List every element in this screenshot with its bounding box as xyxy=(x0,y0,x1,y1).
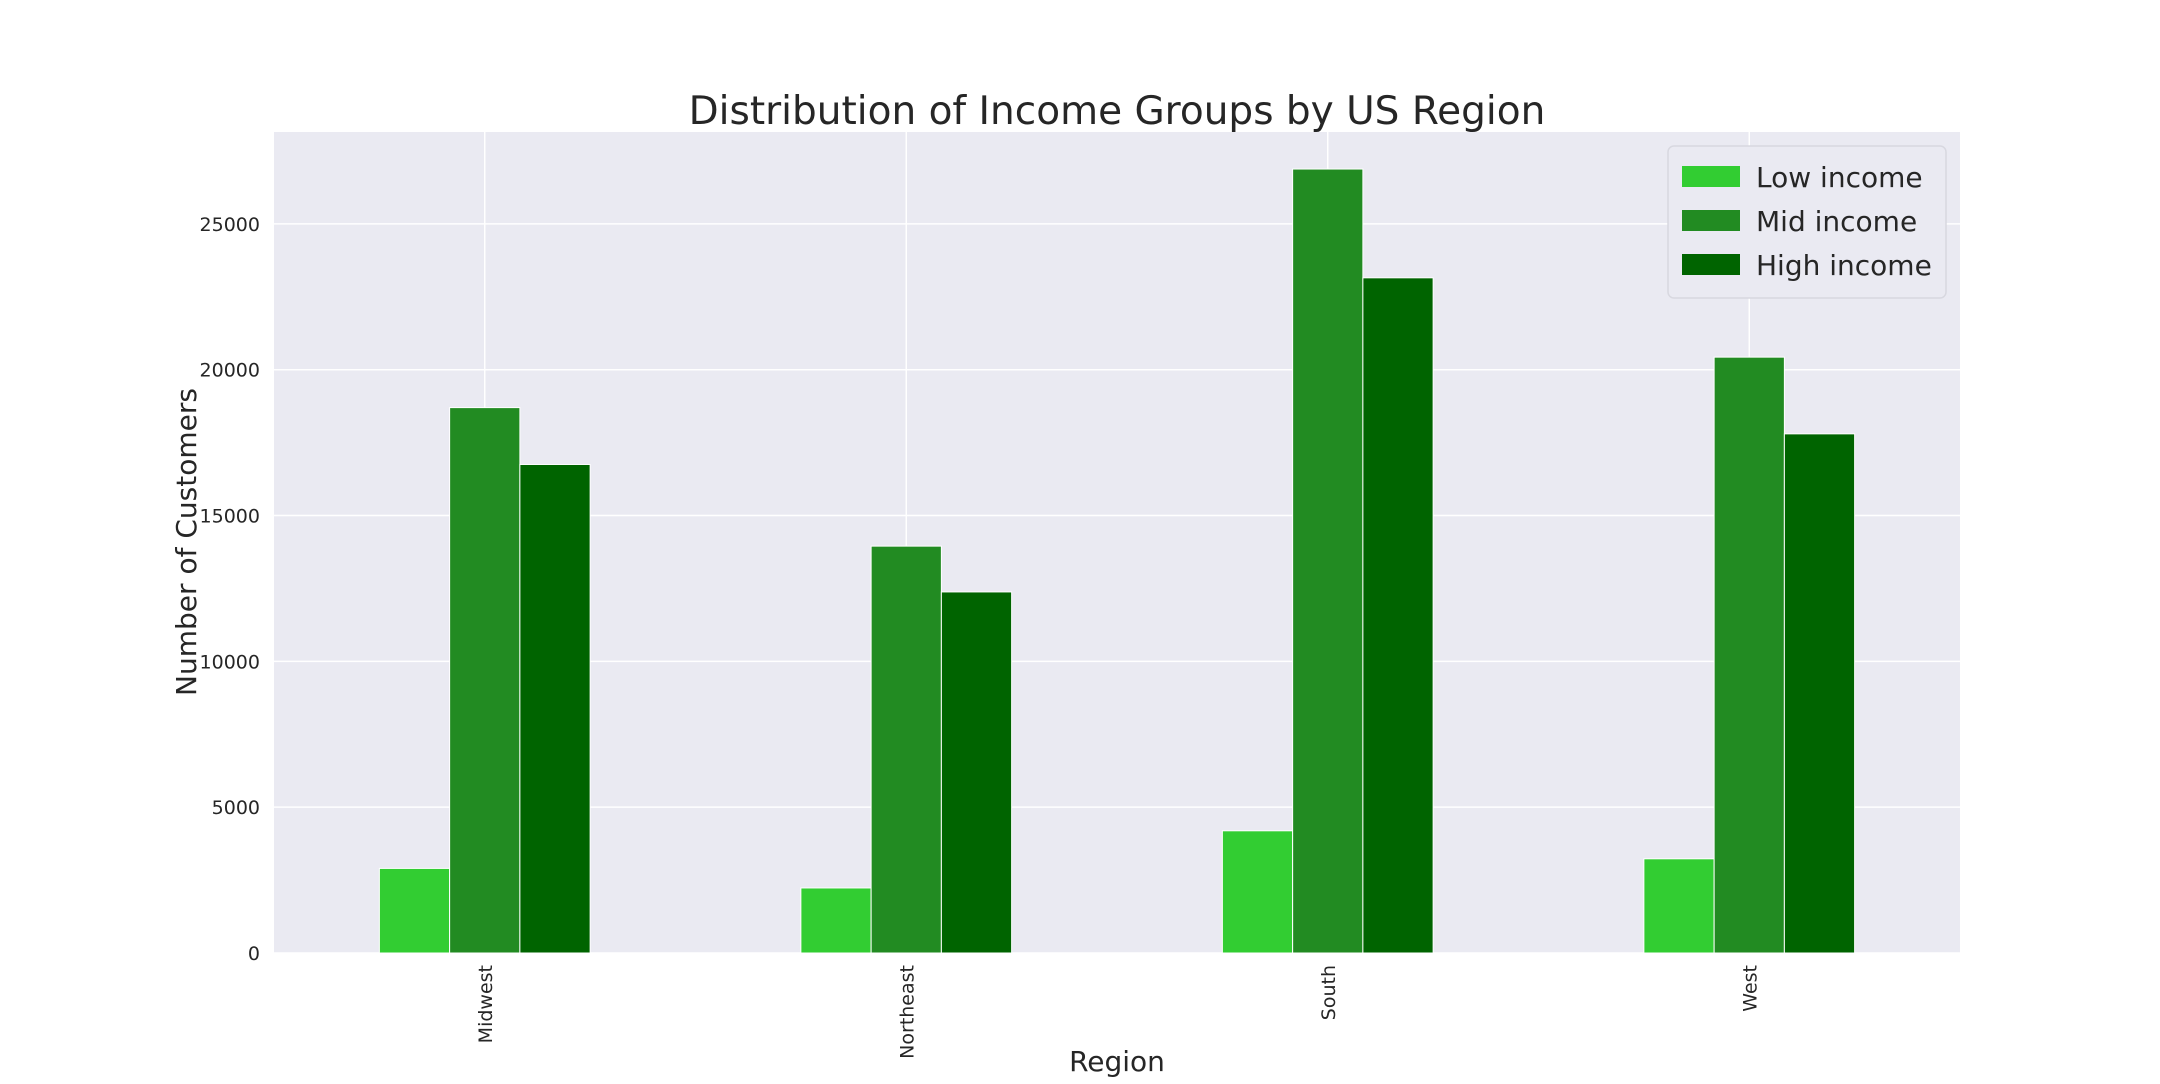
bar-mid-income-south xyxy=(1292,168,1364,954)
bar-mid-income-west xyxy=(1713,356,1785,954)
x-tick-label: Northeast xyxy=(896,965,918,1059)
x-tick-label: South xyxy=(1318,965,1340,1020)
y-tick-label: 25000 xyxy=(200,214,260,236)
bar-high-income-northeast xyxy=(940,591,1013,954)
bar-low-income-south xyxy=(1221,830,1294,954)
bar-mid-income-northeast xyxy=(870,545,942,954)
legend-swatch xyxy=(1682,166,1740,187)
legend: Low income Mid income High income xyxy=(1667,145,1947,299)
legend-label: Mid income xyxy=(1756,205,1917,238)
x-axis-ticks: Midwest Northeast South West xyxy=(475,965,1762,1059)
x-tick-label: Midwest xyxy=(475,965,497,1043)
y-tick-label: 15000 xyxy=(200,506,260,528)
bar-high-income-midwest xyxy=(519,463,591,954)
bar-mid-income-midwest xyxy=(449,407,521,954)
y-axis-label: Number of Customers xyxy=(170,388,203,696)
x-axis-label: Region xyxy=(1069,1045,1165,1078)
y-tick-label: 5000 xyxy=(212,797,260,819)
legend-label: High income xyxy=(1756,249,1932,282)
bar-high-income-south xyxy=(1362,277,1434,954)
bar-low-income-west xyxy=(1643,858,1715,954)
legend-label: Low income xyxy=(1756,161,1923,194)
x-tick-label: West xyxy=(1739,965,1761,1012)
legend-swatch xyxy=(1682,254,1740,275)
y-axis-ticks: 0 5000 10000 15000 20000 25000 xyxy=(200,214,260,965)
bars xyxy=(378,168,1856,954)
bar-low-income-midwest xyxy=(378,867,451,954)
y-tick-label: 0 xyxy=(248,943,260,965)
y-tick-label: 20000 xyxy=(200,360,260,382)
bar-low-income-northeast xyxy=(800,887,872,954)
y-tick-label: 10000 xyxy=(200,651,260,673)
bar-high-income-west xyxy=(1783,433,1856,954)
legend-swatch xyxy=(1682,210,1740,231)
chart-title: Distribution of Income Groups by US Regi… xyxy=(689,89,1546,134)
